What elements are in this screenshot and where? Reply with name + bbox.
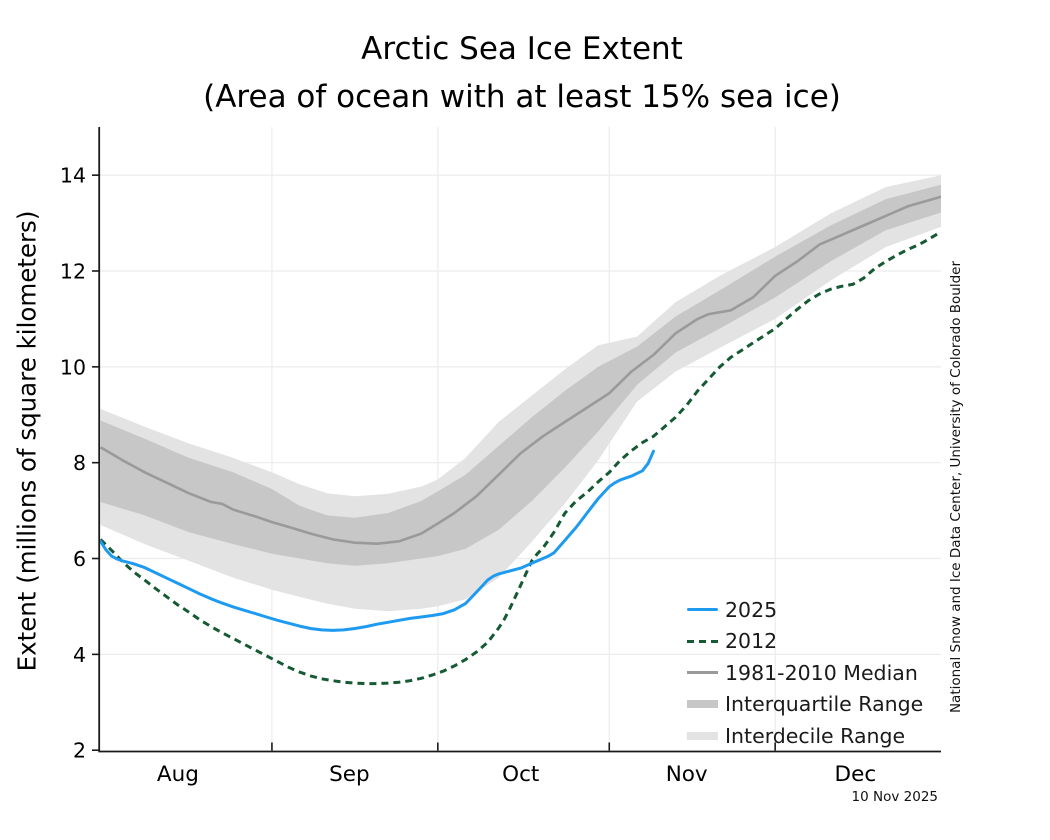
legend-label-median: 1981-2010 Median [725,660,918,685]
line-2012 [100,230,941,686]
line-median-1981-2010 [100,195,941,545]
y-tick-label: 2 [73,739,86,763]
legend-swatch-2025-line [687,608,718,612]
legend-item-interdecile: Interdecile Range [687,720,923,752]
legend-item-median: 1981-2010 Median [687,657,923,689]
chart-subtitle: (Area of ocean with at least 15% sea ice… [203,79,841,115]
legend-swatch-2012-dashed-line [687,639,718,643]
date-label: 10 Nov 2025 [851,789,938,805]
credit-text: National Snow and Ice Data Center, Unive… [948,260,964,714]
x-month-label: Aug [157,762,199,787]
legend-item-2025: 2025 [687,594,923,626]
legend-swatch-interdecile-band [687,731,718,740]
x-month-label: Dec [835,762,877,787]
legend-swatch-median-line [687,671,718,675]
y-axis-label: Extent (millions of square kilometers) [12,210,42,672]
legend-label-interquartile: Interquartile Range [725,692,924,717]
legend-swatch-interquartile-band [687,700,718,709]
x-month-label: Sep [329,762,370,787]
y-tick-label: 14 [60,164,86,188]
x-month-label: Oct [502,762,539,787]
legend-item-interquartile: Interquartile Range [687,689,923,721]
y-tick-label: 8 [73,451,86,475]
legend-label-2025: 2025 [725,597,778,622]
legend-item-2012: 2012 [687,626,923,658]
legend-label-2012: 2012 [725,629,778,654]
x-month-label: Nov [666,762,708,787]
line-2025 [100,449,655,632]
y-tick-label: 12 [60,260,86,284]
band-interquartile [100,184,941,566]
chart-title: Arctic Sea Ice Extent [361,31,683,67]
legend-label-interdecile: Interdecile Range [725,723,906,748]
y-tick-label: 6 [73,547,86,571]
y-tick-label: 4 [73,643,86,667]
legend: 2025 2012 1981-2010 Median Interquartile… [687,594,923,752]
y-tick-label: 10 [60,355,86,379]
